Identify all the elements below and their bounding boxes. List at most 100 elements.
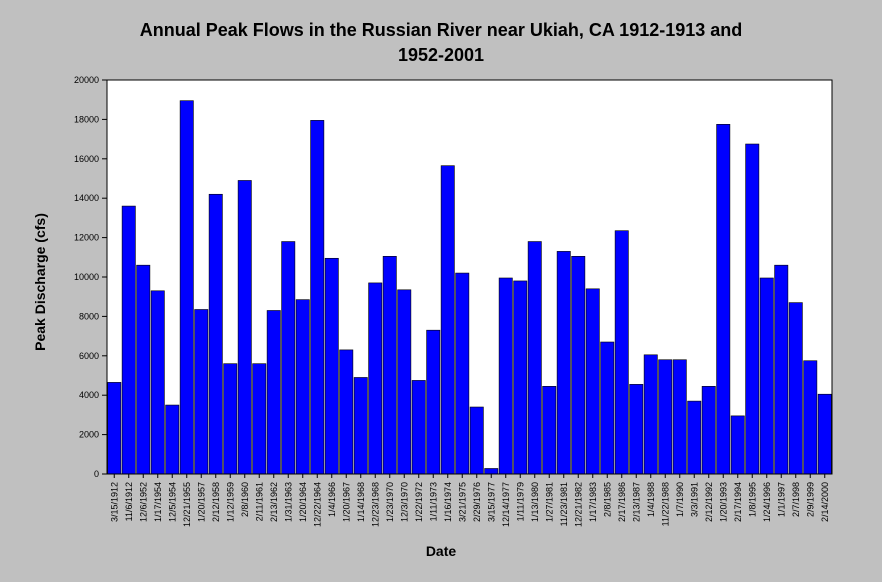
x-tick-label: 11/23/1981	[559, 482, 569, 526]
y-tick-label: 8000	[79, 311, 99, 321]
y-tick-label: 12000	[74, 233, 99, 243]
x-tick-label: 1/20/1993	[718, 482, 728, 522]
x-tick-label: 1/23/1970	[385, 482, 395, 522]
bar	[730, 415, 745, 475]
bar	[426, 329, 441, 475]
bar	[788, 302, 803, 475]
x-tick-label: 2/8/1960	[240, 482, 250, 517]
bar	[107, 382, 122, 475]
x-tick-label: 12/22/1964	[312, 482, 322, 527]
bar	[339, 349, 354, 475]
bar	[585, 288, 600, 475]
bar	[484, 468, 499, 475]
bar	[774, 264, 789, 475]
x-tick-label: 2/17/1986	[617, 482, 627, 522]
x-tick-label: 2/29/1976	[472, 482, 482, 522]
bar	[252, 363, 267, 475]
bar	[672, 359, 687, 475]
y-tick-label: 18000	[74, 114, 99, 124]
x-tick-label: 3/21/1975	[457, 482, 467, 522]
x-tick-label: 12/21/1982	[573, 482, 583, 527]
x-tick-label: 1/12/1959	[225, 482, 235, 522]
chart-title: Annual Peak Flows in the Russian River n…	[139, 20, 743, 40]
x-tick-label: 1/24/1996	[762, 482, 772, 522]
bar	[165, 404, 180, 475]
x-tick-label: 3/3/1991	[689, 482, 699, 517]
bar	[687, 400, 702, 475]
y-tick-label: 14000	[74, 193, 99, 203]
x-tick-label: 12/5/1954	[167, 482, 177, 522]
x-tick-label: 11/6/1912	[124, 482, 134, 521]
bar	[614, 230, 629, 475]
bar	[382, 256, 397, 475]
bar	[310, 120, 325, 475]
bar	[513, 280, 528, 475]
bar	[658, 359, 673, 475]
x-tick-label: 1/14/1968	[356, 482, 366, 522]
bar	[150, 290, 165, 475]
bar	[295, 299, 310, 475]
x-tick-label: 1/31/1963	[283, 482, 293, 522]
y-tick-label: 4000	[79, 390, 99, 400]
x-tick-label: 2/11/1961	[254, 482, 264, 521]
x-tick-label: 3/15/1912	[109, 482, 119, 522]
x-axis-label: Date	[425, 543, 457, 559]
bar	[237, 180, 252, 475]
x-tick-label: 1/27/1981	[544, 482, 554, 522]
bar	[324, 257, 339, 475]
y-tick-label: 6000	[79, 351, 99, 361]
x-tick-label: 12/3/1970	[399, 482, 409, 522]
y-tick-label: 10000	[74, 272, 99, 282]
bar	[208, 193, 223, 475]
x-tick-label: 1/4/1966	[327, 482, 337, 517]
x-tick-label: 2/13/1962	[269, 482, 279, 522]
bar	[440, 165, 455, 475]
bar	[643, 354, 658, 475]
bar	[266, 310, 281, 475]
bar	[194, 309, 209, 475]
x-tick-label: 1/8/1995	[747, 482, 757, 517]
x-tick-label: 1/17/1983	[588, 482, 598, 522]
y-tick-label: 20000	[74, 75, 99, 85]
bar	[803, 360, 818, 475]
x-tick-label: 1/7/1990	[675, 482, 685, 517]
bar	[745, 143, 760, 475]
x-tick-label: 1/20/1967	[341, 482, 351, 522]
x-tick-label: 12/6/1952	[138, 482, 148, 522]
x-tick-label: 1/13/1980	[530, 482, 540, 522]
bar	[542, 386, 557, 475]
bar	[498, 277, 513, 475]
x-tick-label: 1/4/1988	[646, 482, 656, 517]
bar	[701, 386, 716, 475]
bar	[353, 377, 368, 475]
x-tick-label: 2/8/1985	[602, 482, 612, 517]
bar	[469, 406, 484, 475]
y-tick-label: 2000	[79, 430, 99, 440]
x-tick-label: 1/20/1964	[298, 482, 308, 522]
bar	[600, 341, 615, 475]
x-tick-label: 2/9/1999	[805, 482, 815, 517]
y-tick-label: 0	[94, 469, 99, 479]
bar	[121, 205, 136, 475]
bar	[136, 264, 151, 475]
bar	[571, 256, 586, 475]
x-tick-label: 2/14/2000	[820, 482, 830, 522]
x-tick-label: 12/21/1955	[182, 482, 192, 527]
bar	[223, 363, 238, 475]
x-tick-label: 2/7/1998	[791, 482, 801, 517]
x-tick-label: 1/20/1957	[196, 482, 206, 522]
x-tick-label: 2/12/1992	[704, 482, 714, 522]
x-tick-label: 1/11/1973	[428, 482, 438, 521]
x-tick-label: 2/12/1958	[211, 482, 221, 522]
chart-title-line-2: 1952-2001	[397, 45, 485, 65]
bar	[759, 277, 774, 475]
x-tick-label: 1/17/1954	[153, 482, 163, 522]
x-tick-label: 3/15/1977	[486, 482, 496, 522]
x-tick-label: 2/17/1994	[733, 482, 743, 522]
y-tick-label: 16000	[74, 154, 99, 164]
x-tick-label: 12/14/1977	[501, 482, 511, 527]
bar	[629, 384, 644, 475]
x-tick-label: 1/1/1997	[776, 482, 786, 517]
bar	[281, 241, 296, 475]
